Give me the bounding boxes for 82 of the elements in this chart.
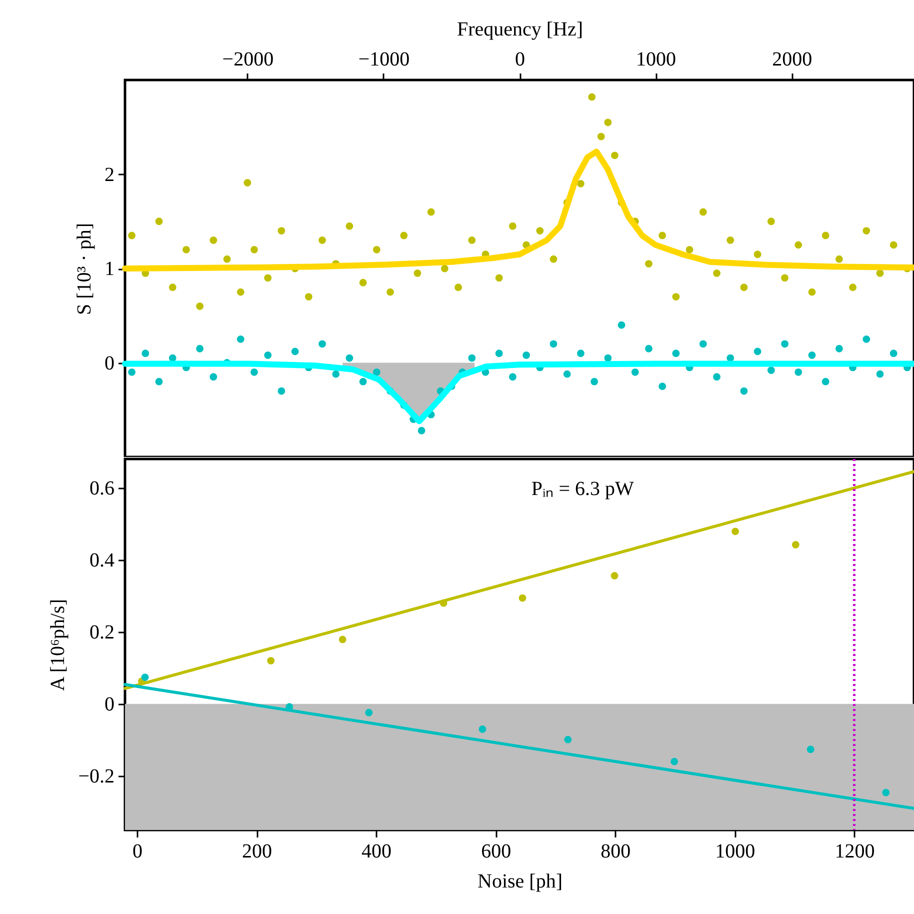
point (418, 426, 426, 434)
point (806, 746, 814, 754)
x-tick-label: −2000 (222, 48, 274, 70)
point (128, 368, 136, 376)
point (740, 387, 748, 395)
point (346, 354, 354, 362)
point (141, 674, 149, 681)
point (876, 370, 884, 378)
point (267, 657, 275, 664)
x-tick-label: 0 (132, 840, 142, 862)
point (372, 368, 380, 376)
point (767, 366, 775, 374)
point (278, 387, 286, 395)
y-axis-title: S [10³ · ph] (74, 222, 96, 316)
point (754, 348, 762, 356)
point (631, 368, 639, 376)
y-tick-label: 1 (104, 258, 114, 280)
point (468, 354, 476, 362)
point (670, 758, 678, 766)
point (732, 528, 739, 536)
y-tick-label: 0.2 (90, 621, 114, 644)
point (781, 340, 788, 348)
x-tick-label: 200 (242, 840, 272, 862)
x-tick-label: 2000 (772, 48, 812, 70)
point (550, 340, 558, 348)
point (522, 352, 530, 359)
point (645, 344, 652, 352)
point (264, 352, 272, 359)
annotation: Pᵢₙ = 6.3 pW (531, 478, 634, 500)
x-tick-label: 600 (481, 840, 512, 862)
point (882, 788, 890, 796)
point (365, 708, 373, 716)
point (862, 335, 870, 343)
point (590, 378, 598, 386)
x-tick-label: 400 (362, 840, 392, 862)
point (508, 373, 516, 381)
point (672, 350, 680, 358)
point (359, 378, 367, 386)
point (210, 373, 218, 381)
point (518, 594, 526, 602)
y-tick-label: 0.6 (90, 477, 114, 500)
y-tick-label: −0.2 (78, 765, 114, 788)
x-tick-label: 1000 (636, 48, 676, 70)
x-tick-label: 1200 (834, 840, 875, 862)
point (338, 636, 346, 644)
point (658, 382, 666, 390)
point (713, 373, 720, 381)
x-tick-label: 1000 (715, 840, 756, 862)
y-tick-label: 2 (104, 164, 114, 186)
point (250, 368, 258, 376)
point (318, 340, 326, 348)
point (835, 344, 843, 352)
point (155, 378, 163, 386)
y-axis-title: A [10⁶ph/s] (47, 599, 70, 691)
point (142, 350, 150, 358)
point (794, 368, 802, 376)
point (890, 350, 898, 358)
y-tick-label: 0 (104, 352, 114, 374)
x-tick-label: −1000 (358, 48, 410, 70)
point (236, 335, 244, 343)
x-tick-label: 0 (515, 48, 525, 70)
point (495, 350, 503, 358)
point (792, 541, 800, 548)
point (332, 370, 340, 378)
point (478, 725, 486, 733)
point (564, 736, 572, 744)
point (440, 599, 448, 607)
point (604, 354, 612, 362)
point (577, 350, 584, 358)
point (291, 348, 299, 356)
point (610, 572, 618, 580)
x-axis-title: Noise [ph] (478, 870, 562, 892)
x-axis-title: Frequency [Hz] (456, 18, 584, 40)
point (808, 352, 816, 359)
y-tick-label: 0 (104, 693, 114, 716)
point (563, 370, 571, 378)
point (196, 344, 204, 352)
point (618, 321, 626, 329)
x-tick-label: 800 (600, 840, 631, 862)
point (699, 340, 707, 348)
y-tick-label: 0.4 (90, 549, 114, 572)
point (822, 378, 830, 386)
